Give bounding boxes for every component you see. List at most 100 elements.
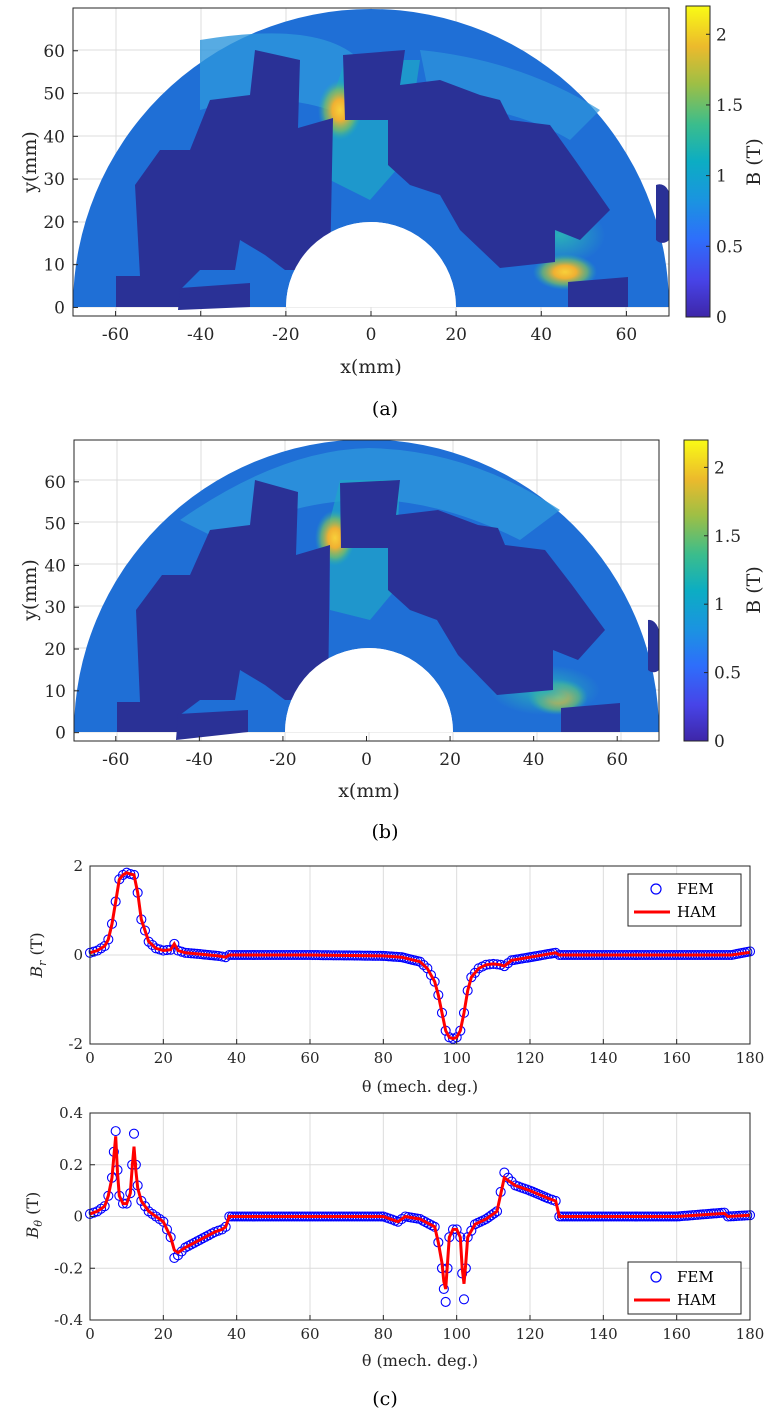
fem-point xyxy=(502,958,514,969)
x-tick-label: 40 xyxy=(227,1049,246,1067)
fem-point xyxy=(172,1250,184,1261)
x-tick-label: 20 xyxy=(445,325,467,345)
fem-point xyxy=(139,1201,151,1212)
y-tick-label: 10 xyxy=(43,256,65,276)
x-tick-label: 180 xyxy=(736,1325,765,1343)
fem-point xyxy=(110,1126,121,1137)
x-tick-label: 80 xyxy=(374,1325,393,1343)
y-tick-label: 0.4 xyxy=(59,1104,83,1122)
legend-c2: FEM HAM xyxy=(627,1261,742,1315)
colorbar-tick-label: 1 xyxy=(714,595,725,615)
legend-c1: FEM HAM xyxy=(627,873,742,927)
ylabel-a: y(mm) xyxy=(19,131,41,194)
bore-a xyxy=(286,222,456,307)
fem-point xyxy=(440,1296,451,1307)
fem-point xyxy=(180,1242,191,1253)
x-tick-label: 40 xyxy=(530,325,552,345)
ylabel-c2: Bθ (T) xyxy=(23,1192,45,1240)
colorbar-tick-label: 1 xyxy=(716,167,727,187)
fem-point xyxy=(206,1228,217,1239)
fem-point xyxy=(203,1230,214,1241)
colorbar-ticks-a: 0 0.5 1 1.5 2 xyxy=(706,25,743,328)
x-tick-label: -20 xyxy=(269,750,296,770)
y-tick-label: 20 xyxy=(44,640,66,660)
colorbar-label-a: B (T) xyxy=(743,138,765,186)
x-tick-label: 40 xyxy=(227,1325,246,1343)
yticks-a: 0 10 20 30 40 50 60 xyxy=(43,42,78,318)
legend-fem-marker-c2 xyxy=(650,1271,662,1283)
legend-fem-label-c1: FEM xyxy=(677,880,714,898)
colorbar-tick-label: 0.5 xyxy=(714,664,741,684)
fem-point xyxy=(200,1231,211,1242)
x-tick-label: 160 xyxy=(662,1049,691,1067)
y-tick-label: 0.2 xyxy=(59,1156,83,1174)
x-tick-label: -60 xyxy=(102,325,129,345)
yticks-b: 0 10 20 30 40 50 60 xyxy=(44,473,79,744)
x-tick-label: 40 xyxy=(523,750,545,770)
xlabel-c2: θ (mech. deg.) xyxy=(362,1351,478,1370)
fem-point xyxy=(417,1215,428,1226)
y-tick-label: 20 xyxy=(43,213,65,233)
x-tick-label: 60 xyxy=(616,325,638,345)
fem-point xyxy=(192,1236,203,1247)
x-tick-label: 160 xyxy=(662,1325,691,1343)
x-tick-label: 60 xyxy=(606,750,628,770)
x-tick-label: 100 xyxy=(442,1049,471,1067)
x-tick-label: 140 xyxy=(589,1325,618,1343)
x-tick-label: 120 xyxy=(516,1049,545,1067)
fem-point xyxy=(189,1237,200,1248)
y-tick-label: 60 xyxy=(44,473,66,493)
colorbar-label-b: B (T) xyxy=(743,566,765,614)
y-tick-label: 0 xyxy=(54,298,65,318)
colorbar-tick-label: 0.5 xyxy=(716,237,743,257)
x-tick-label: 100 xyxy=(442,1325,471,1343)
x-tick-label: 80 xyxy=(374,1049,393,1067)
colorbar-tick-label: 1.5 xyxy=(714,527,741,547)
fem-point xyxy=(183,1240,194,1252)
y-tick-label: 10 xyxy=(44,682,66,702)
x-tick-label: 180 xyxy=(736,1049,765,1067)
caption-a: (a) xyxy=(372,398,398,420)
y-tick-label: 50 xyxy=(44,515,66,535)
yticks-c1: -2 0 2 xyxy=(68,857,95,1053)
coil-blocks-a xyxy=(116,50,670,310)
x-tick-label: -20 xyxy=(272,325,299,345)
fem-point xyxy=(423,1218,434,1229)
y-tick-label: 0 xyxy=(73,946,83,964)
coil-blocks-b xyxy=(117,480,660,740)
xlabel-c1: θ (mech. deg.) xyxy=(362,1077,478,1096)
caption-c: (c) xyxy=(372,1388,397,1410)
x-tick-label: 60 xyxy=(300,1325,319,1343)
fem-point xyxy=(128,1128,140,1139)
yticks-c2: -0.4 -0.2 0 0.2 0.4 xyxy=(54,1104,95,1329)
y-tick-label: 0 xyxy=(55,724,66,744)
plot-br-ham-line xyxy=(89,871,751,1041)
stator-tooth-shading-a2 xyxy=(420,50,600,140)
bore-b xyxy=(285,648,453,732)
y-tick-label: 2 xyxy=(73,857,83,875)
fem-point xyxy=(506,1176,517,1187)
fem-point xyxy=(186,1239,197,1250)
y-tick-label: 30 xyxy=(44,598,66,618)
x-tick-label: 20 xyxy=(439,750,461,770)
x-tick-label: 20 xyxy=(154,1049,173,1067)
colorbar-tick-label: 2 xyxy=(714,458,725,478)
fem-point xyxy=(194,1234,206,1245)
plot-br: 0 20 40 60 80 100 120 140 160 180 -202 θ (mech. d… xyxy=(27,857,764,1096)
ylabel-b: y(mm) xyxy=(19,559,41,622)
colorbar-tick-label: 2 xyxy=(716,25,727,45)
colorbar-tick-label: 0 xyxy=(716,308,727,328)
x-tick-label: 120 xyxy=(516,1325,545,1343)
x-tick-label: 20 xyxy=(154,1325,173,1343)
legend-ham-label-c2: HAM xyxy=(677,1291,716,1309)
y-tick-label: 30 xyxy=(43,170,65,190)
x-tick-label: 0 xyxy=(366,325,377,345)
ylabel-c1: Br (T) xyxy=(27,932,49,978)
fem-point xyxy=(99,1201,110,1212)
colorbar-tick-label: 1.5 xyxy=(716,96,743,116)
x-tick-label: -40 xyxy=(186,750,213,770)
fem-point xyxy=(418,959,429,971)
